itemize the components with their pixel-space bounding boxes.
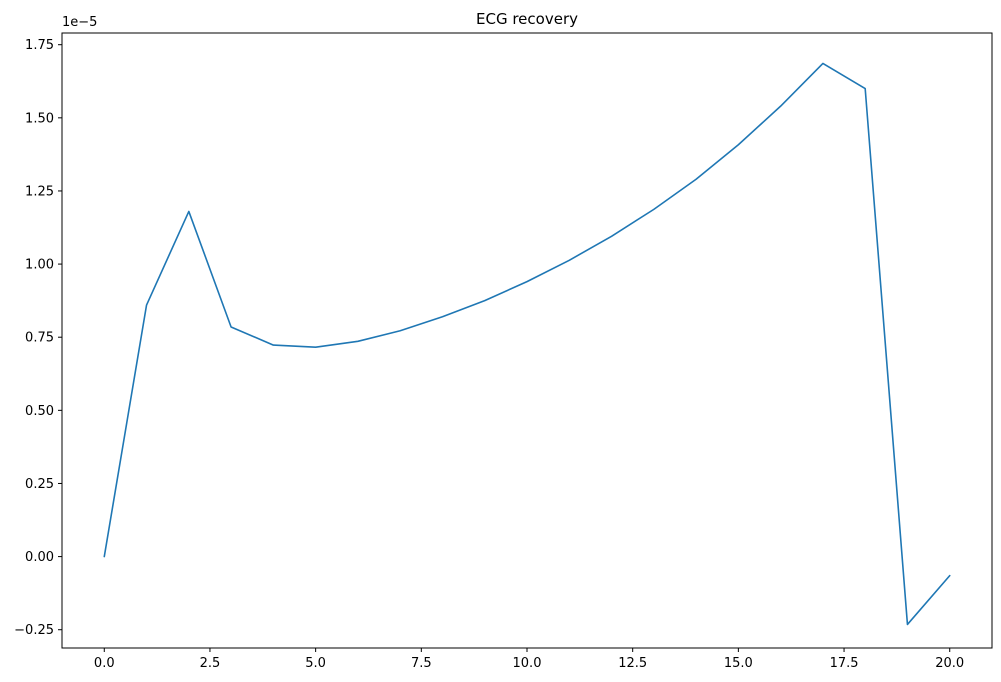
chart-title: ECG recovery bbox=[476, 10, 578, 28]
y-tick-label: 0.50 bbox=[25, 404, 54, 419]
series-line-0 bbox=[103, 62, 951, 626]
x-tick-label: 2.5 bbox=[200, 656, 221, 671]
x-tick-label: 15.0 bbox=[724, 656, 753, 671]
y-tick-label: 0.25 bbox=[25, 477, 54, 492]
y-tick-label: 1.00 bbox=[25, 258, 54, 273]
x-tick-label: 0.0 bbox=[94, 656, 115, 671]
x-tick-label: 5.0 bbox=[305, 656, 326, 671]
y-offset-label: 1e−5 bbox=[62, 15, 97, 30]
x-tick-label: 20.0 bbox=[935, 656, 964, 671]
y-tick-label: −0.25 bbox=[14, 623, 54, 638]
y-tick-label: 0.75 bbox=[25, 331, 54, 346]
y-tick-label: 1.75 bbox=[25, 38, 54, 53]
y-axis: −0.25 0.00 0.25 0.50 0.75 1.00 1.25 1.50 1.75 bbox=[14, 38, 62, 638]
x-tick-label: 7.5 bbox=[411, 656, 432, 671]
x-axis: 0.0 2.5 5.0 7.5 10.0 12.5 15.0 17.5 20.0 bbox=[94, 648, 964, 671]
series-layer bbox=[103, 62, 951, 626]
y-tick-label: 1.50 bbox=[25, 111, 54, 126]
y-tick-label: 1.25 bbox=[25, 184, 54, 199]
y-tick-label: 0.00 bbox=[25, 550, 54, 565]
plot-area bbox=[61, 32, 993, 649]
x-tick-label: 17.5 bbox=[830, 656, 859, 671]
x-tick-label: 12.5 bbox=[618, 656, 647, 671]
x-tick-label: 10.0 bbox=[513, 656, 542, 671]
